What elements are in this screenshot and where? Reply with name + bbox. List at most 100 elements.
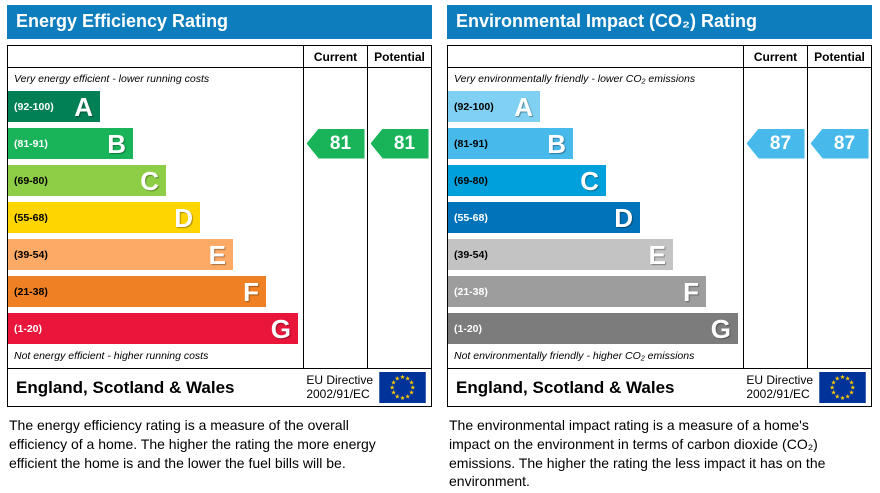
band-g-letter: G bbox=[710, 313, 731, 344]
band-b-range: (81-91) bbox=[454, 137, 488, 150]
band-d-letter: D bbox=[174, 202, 193, 233]
potential-column-cell bbox=[807, 199, 871, 236]
band-f-letter: F bbox=[243, 276, 259, 307]
potential-column-cell bbox=[807, 68, 871, 88]
band-g-range: (1-20) bbox=[14, 322, 43, 335]
current-column-cell: 81 bbox=[303, 125, 367, 162]
potential-column-cell: 81 bbox=[367, 125, 431, 162]
band-g-range: (1-20) bbox=[454, 322, 483, 335]
band-b-bar: (81-91) B bbox=[448, 128, 573, 159]
current-column-cell bbox=[743, 273, 807, 310]
band-a-range: (92-100) bbox=[14, 100, 54, 113]
energy-rating-chart: Current Potential Very energy efficient … bbox=[7, 45, 432, 407]
environmental-panel-title: Environmental Impact (CO₂) Rating bbox=[447, 5, 872, 39]
band-row-b: (81-91) B bbox=[8, 125, 303, 162]
band-row-b: (81-91) B bbox=[448, 125, 743, 162]
potential-rating-value: 87 bbox=[833, 132, 856, 154]
current-column-header: Current bbox=[743, 46, 807, 68]
current-column-cell bbox=[743, 199, 807, 236]
chart-footer: England, Scotland & Wales EU Directive 2… bbox=[448, 368, 871, 406]
band-g-bar: (1-20) G bbox=[448, 313, 738, 344]
current-column-cell bbox=[303, 236, 367, 273]
current-rating-indicator: 81 bbox=[306, 128, 365, 159]
region-label: England, Scotland & Wales bbox=[16, 377, 235, 397]
current-column-cell bbox=[743, 162, 807, 199]
current-column-header: Current bbox=[303, 46, 367, 68]
current-column-cell bbox=[303, 347, 367, 368]
current-column-cell bbox=[303, 310, 367, 347]
header-spacer-cell bbox=[8, 46, 303, 68]
potential-column-cell bbox=[367, 310, 431, 347]
band-row-g: (1-20) G bbox=[448, 310, 743, 347]
band-c-range: (69-80) bbox=[454, 174, 488, 187]
current-column-cell bbox=[743, 347, 807, 368]
potential-column-header: Potential bbox=[807, 46, 871, 68]
region-label: England, Scotland & Wales bbox=[456, 377, 675, 397]
potential-column-cell bbox=[367, 199, 431, 236]
environmental-rating-chart: Current Potential Very environmentally f… bbox=[447, 45, 872, 407]
current-column-cell bbox=[303, 273, 367, 310]
potential-column-cell bbox=[367, 162, 431, 199]
band-row-c: (69-80) C bbox=[448, 162, 743, 199]
current-column-cell bbox=[743, 68, 807, 88]
band-row-d: (55-68) D bbox=[448, 199, 743, 236]
band-d-bar: (55-68) D bbox=[448, 202, 640, 233]
band-row-f: (21-38) F bbox=[8, 273, 303, 310]
band-row-d: (55-68) D bbox=[8, 199, 303, 236]
current-rating-value: 87 bbox=[769, 132, 792, 154]
environmental-impact-panel: Environmental Impact (CO₂) Rating Curren… bbox=[447, 5, 872, 491]
band-c-letter: C bbox=[580, 165, 599, 196]
current-column-cell bbox=[303, 88, 367, 125]
band-c-letter: C bbox=[140, 165, 159, 196]
band-d-range: (55-68) bbox=[14, 211, 48, 224]
band-d-range: (55-68) bbox=[454, 211, 488, 224]
potential-column-cell bbox=[807, 88, 871, 125]
band-b-letter: B bbox=[107, 128, 126, 159]
band-a-letter: A bbox=[514, 91, 533, 122]
potential-column-cell bbox=[807, 162, 871, 199]
eu-flag-icon bbox=[379, 372, 426, 403]
band-f-bar: (21-38) F bbox=[8, 276, 266, 307]
band-b-letter: B bbox=[547, 128, 566, 159]
band-e-letter: E bbox=[648, 239, 666, 270]
header-spacer-cell bbox=[448, 46, 743, 68]
band-c-bar: (69-80) C bbox=[448, 165, 606, 196]
eu-directive-label: EU Directive 2002/91/EC bbox=[746, 372, 813, 401]
eu-flag-icon bbox=[819, 372, 866, 403]
potential-column-header: Potential bbox=[367, 46, 431, 68]
current-column-cell bbox=[743, 88, 807, 125]
current-column-cell bbox=[743, 236, 807, 273]
band-e-range: (39-54) bbox=[454, 248, 488, 261]
current-rating-indicator: 87 bbox=[746, 128, 805, 159]
potential-column-cell bbox=[367, 88, 431, 125]
band-d-bar: (55-68) D bbox=[8, 202, 200, 233]
band-row-e: (39-54) E bbox=[448, 236, 743, 273]
band-g-bar: (1-20) G bbox=[8, 313, 298, 344]
chart-footer: England, Scotland & Wales EU Directive 2… bbox=[8, 368, 431, 406]
energy-panel-title: Energy Efficiency Rating bbox=[7, 5, 432, 39]
bottom-note: Not environmentally friendly - higher CO… bbox=[454, 350, 695, 362]
potential-column-cell bbox=[807, 310, 871, 347]
band-a-bar: (92-100) A bbox=[448, 91, 540, 122]
current-column-cell bbox=[303, 162, 367, 199]
current-rating-value: 81 bbox=[329, 132, 352, 154]
band-row-a: (92-100) A bbox=[448, 88, 743, 125]
band-f-bar: (21-38) F bbox=[448, 276, 706, 307]
band-b-bar: (81-91) B bbox=[8, 128, 133, 159]
environmental-rating-grid: Current Potential Very environmentally f… bbox=[448, 46, 871, 368]
potential-column-cell bbox=[367, 347, 431, 368]
band-d-letter: D bbox=[614, 202, 633, 233]
potential-column-cell bbox=[367, 273, 431, 310]
band-row-e: (39-54) E bbox=[8, 236, 303, 273]
band-g-letter: G bbox=[270, 313, 291, 344]
band-a-bar: (92-100) A bbox=[8, 91, 100, 122]
band-row-g: (1-20) G bbox=[8, 310, 303, 347]
top-note: Very environmentally friendly - lower CO… bbox=[454, 73, 696, 85]
potential-column-cell bbox=[807, 236, 871, 273]
band-b-range: (81-91) bbox=[14, 137, 48, 150]
top-note: Very energy efficient - lower running co… bbox=[14, 73, 210, 85]
energy-efficiency-panel: Energy Efficiency Rating Current Potenti… bbox=[7, 5, 432, 491]
potential-column-cell bbox=[807, 347, 871, 368]
band-f-letter: F bbox=[683, 276, 699, 307]
